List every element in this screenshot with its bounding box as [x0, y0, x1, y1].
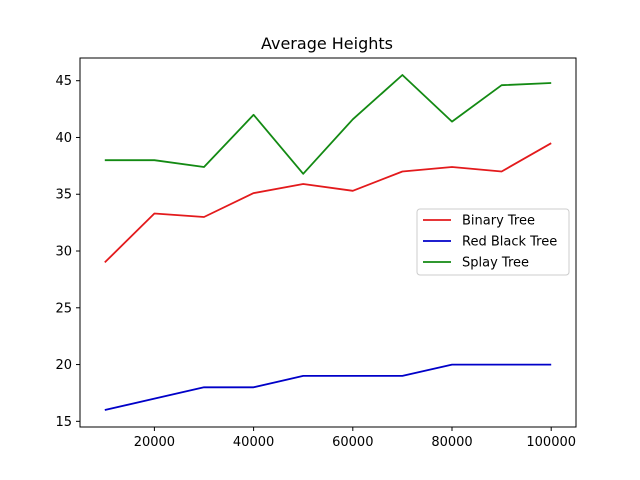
series-line-2: [104, 74, 552, 175]
y-tick-label: 20: [55, 358, 72, 373]
x-tick-label: 80000: [431, 435, 472, 450]
y-tick-label: 15: [55, 415, 72, 430]
series-layer: [104, 74, 552, 411]
x-tick-label: 40000: [233, 435, 274, 450]
x-tick-label: 60000: [332, 435, 373, 450]
legend-label-2: Splay Tree: [462, 256, 529, 271]
y-tick-label: 40: [55, 131, 72, 146]
axes-layer: 20000 40000 60000 80000 100000 15 20 25 30 35 40 45: [55, 57, 577, 450]
y-tick-label: 45: [55, 74, 72, 89]
legend: Binary Tree Red Black Tree Splay Tree: [416, 208, 570, 276]
chart-title: Average Heights: [261, 34, 393, 53]
y-tick-label: 30: [55, 245, 72, 260]
legend-label-1: Red Black Tree: [462, 235, 557, 250]
y-tick-label: 25: [55, 301, 72, 316]
legend-box: [416, 208, 570, 276]
y-tick-label: 35: [55, 188, 72, 203]
series-line-0: [104, 142, 552, 264]
legend-label-0: Binary Tree: [462, 214, 535, 229]
x-tick-label: 20000: [134, 435, 175, 450]
x-tick-label: 100000: [526, 435, 576, 450]
series-line-1: [104, 363, 552, 411]
plot-frame: [79, 57, 577, 428]
